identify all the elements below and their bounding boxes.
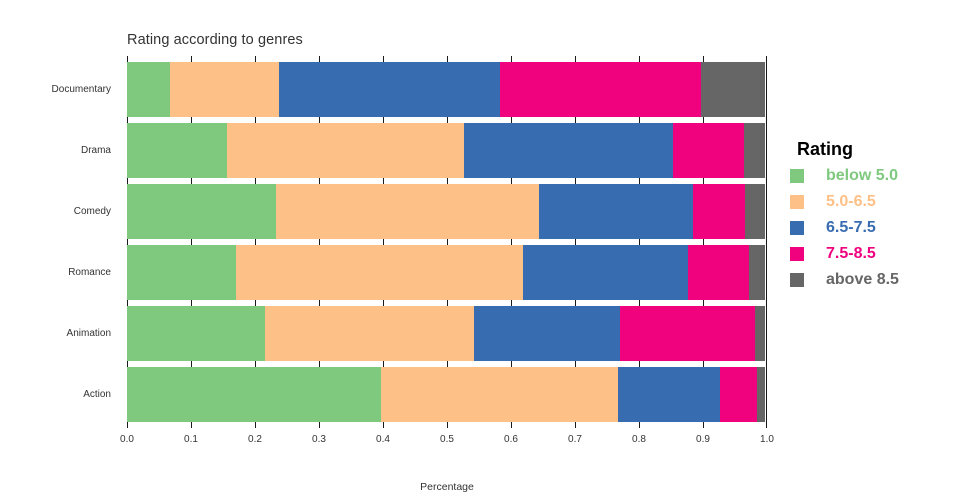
bar-segment	[672, 123, 744, 178]
bar-segment	[687, 245, 750, 300]
legend-item: 5.0-6.5	[790, 189, 899, 215]
bar-segment	[539, 184, 693, 239]
x-tick-label: 0.7	[568, 434, 582, 445]
bar-segment	[380, 367, 619, 422]
bar-segment	[720, 367, 757, 422]
bar-segment	[127, 184, 276, 239]
legend-swatch	[790, 169, 804, 183]
gridline-0.9	[703, 56, 704, 428]
x-tick-label: 0.6	[504, 434, 518, 445]
category-label: Comedy	[73, 205, 111, 217]
bar-segment	[227, 123, 464, 178]
bar-row-romance	[127, 245, 766, 300]
legend-swatch	[790, 221, 804, 235]
bar-segment	[744, 184, 766, 239]
gridline-0.8	[639, 56, 640, 428]
x-tick-label: 0.9	[696, 434, 710, 445]
gridline-0.7	[575, 56, 576, 428]
bar-rows	[127, 56, 767, 422]
legend-item: below 5.0	[790, 163, 899, 189]
bar-segment	[127, 245, 237, 300]
legend-item-label: 5.0-6.5	[826, 193, 876, 210]
category-label: Documentary	[51, 83, 111, 95]
legend-item: above 8.5	[790, 267, 899, 293]
gridline-0.2	[255, 56, 256, 428]
bar-row-comedy	[127, 184, 766, 239]
bar-segment	[756, 367, 766, 422]
x-tick-label: 0.0	[120, 434, 134, 445]
bar-segment	[619, 306, 755, 361]
x-tick-label: 0.1	[184, 434, 198, 445]
x-tick-label: 0.4	[376, 434, 390, 445]
gridline-0.1	[191, 56, 192, 428]
legend-swatch	[790, 247, 804, 261]
x-tick-label: 0.2	[248, 434, 262, 445]
x-axis-title: Percentage	[420, 481, 474, 493]
bar-row-documentary	[127, 62, 766, 117]
chart-title: Rating according to genres	[127, 32, 303, 48]
bar-segment	[618, 367, 721, 422]
category-axis: Documentary Drama Comedy Romance Animation Ac…	[0, 56, 119, 433]
bar-segment	[127, 367, 381, 422]
gridline-layer	[127, 56, 767, 428]
legend-item-label: above 8.5	[826, 271, 899, 288]
legend-item-label: 7.5-8.5	[826, 245, 876, 262]
bar-segment	[278, 62, 501, 117]
category-label: Romance	[68, 266, 111, 278]
gridline-0.6	[511, 56, 512, 428]
bar-segment	[749, 245, 766, 300]
bar-segment	[701, 62, 766, 117]
bar-segment	[170, 62, 279, 117]
bar-segment	[127, 123, 228, 178]
bar-segment	[127, 306, 265, 361]
bar-segment	[236, 245, 524, 300]
plot-area: 0.0 0.1 0.2 0.3 0.4 0.5 0.6 0.7 0.8 0.9 1.0	[120, 56, 774, 445]
x-tick-label: 0.5	[440, 434, 454, 445]
bar-segment	[264, 306, 475, 361]
category-label: Action	[83, 388, 111, 400]
gridline-0.5	[447, 56, 448, 428]
bar-segment	[523, 245, 688, 300]
gridline-0.3	[319, 56, 320, 428]
bar-segment	[692, 184, 745, 239]
category-label: Drama	[80, 144, 111, 156]
x-tick-label: 1.0	[760, 434, 774, 445]
legend-items: below 5.0 5.0-6.5 6.5-7.5 7.5-8.5 above 8.5	[790, 163, 899, 293]
legend-item-label: 6.5-7.5	[826, 219, 876, 236]
legend-swatch	[790, 273, 804, 287]
legend-swatch	[790, 195, 804, 209]
bar-row-animation	[127, 306, 766, 361]
gridline-1.0	[766, 56, 767, 428]
legend-item: 6.5-7.5	[790, 215, 899, 241]
bar-segment	[474, 306, 620, 361]
legend: Rating below 5.0 5.0-6.5 6.5-7.5 7.5-8.5 abo…	[790, 139, 899, 293]
bar-segment	[275, 184, 540, 239]
gridline-0.0	[127, 56, 128, 428]
legend-item-label: below 5.0	[826, 167, 899, 184]
bar-segment	[754, 306, 766, 361]
bar-segment	[500, 62, 702, 117]
bar-segment	[463, 123, 673, 178]
x-tick-labels: 0.0 0.1 0.2 0.3 0.4 0.5 0.6 0.7 0.8 0.9 1.0	[120, 432, 774, 446]
bar-row-action	[127, 367, 766, 422]
bar-row-drama	[127, 123, 766, 178]
legend-title: Rating	[797, 139, 853, 159]
category-label: Animation	[66, 327, 111, 339]
legend-item: 7.5-8.5	[790, 241, 899, 267]
gridline-0.4	[383, 56, 384, 428]
x-tick-label: 0.8	[632, 434, 646, 445]
bar-segment	[743, 123, 766, 178]
bar-segment	[127, 62, 171, 117]
x-tick-label: 0.3	[312, 434, 326, 445]
